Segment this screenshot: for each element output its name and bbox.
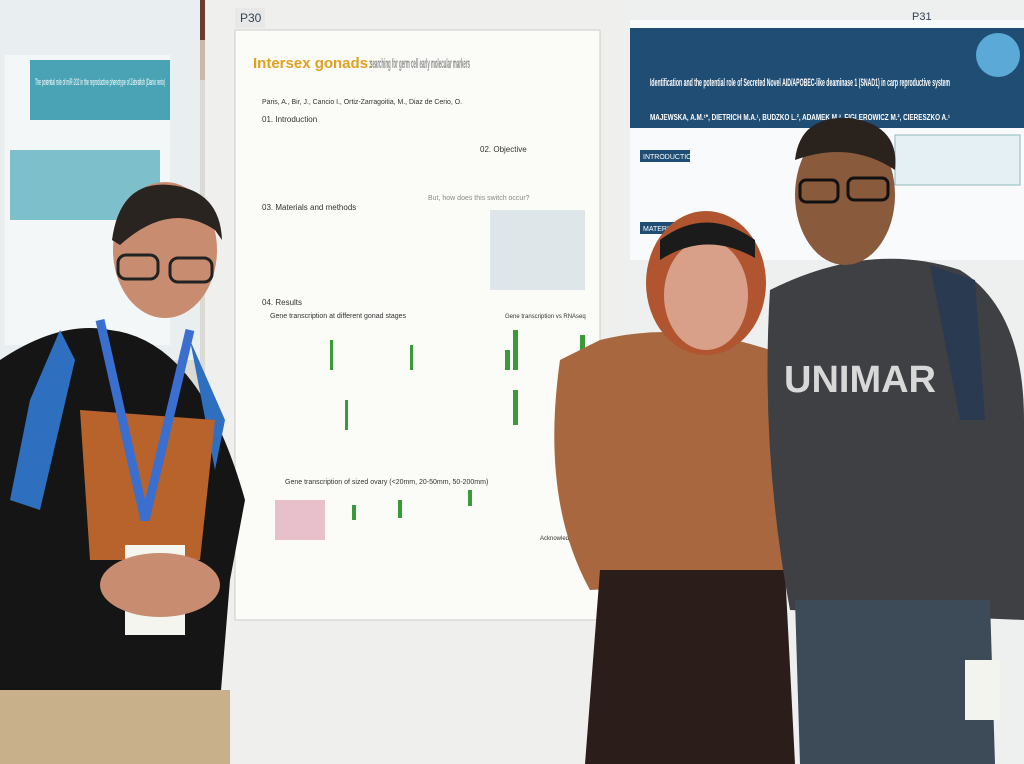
headband: [660, 222, 755, 260]
bar-figure: [513, 330, 518, 370]
backpack-strap: [10, 330, 75, 510]
poster-authors: MAJEWSKA, A.M.¹*, DIETRICH M.A.¹, BUDZKO…: [650, 113, 950, 122]
acknowledgements: Acknowledgements: [540, 536, 592, 542]
bar-figure: [330, 340, 333, 370]
bar-figure: [505, 350, 510, 370]
poster-title-highlight: Intersex gonads:: [253, 55, 373, 72]
right-poster-header: [630, 28, 1024, 128]
section-heading: 04. Results: [262, 298, 302, 307]
glasses: [846, 176, 890, 202]
shirt-text: UNIMAR: [784, 359, 936, 401]
person-hands: [100, 553, 220, 617]
person-hair: [795, 117, 896, 170]
glasses: [798, 178, 840, 204]
shirt-print: [80, 410, 215, 560]
bar-figure: [345, 400, 348, 430]
section-heading: 01. Introduction: [262, 115, 317, 124]
person-face: [664, 240, 748, 350]
person-trousers: [0, 690, 230, 764]
left-poster-title: The potential role of miR-202 in the rep…: [35, 77, 165, 87]
subheading: Gene transcription at different gonad st…: [270, 313, 407, 320]
person-blouse: [554, 332, 793, 590]
logo: [976, 33, 1020, 77]
poster-title: searching for germ cell early molecular …: [370, 55, 470, 71]
glasses: [116, 253, 160, 281]
bar-figure: [410, 345, 413, 370]
backpack-strap: [190, 340, 225, 470]
section-heading: MATERIALS: [643, 226, 682, 233]
poster-question: But, how does this switch occur?: [428, 195, 530, 202]
bar-figure: [352, 505, 356, 520]
person-face: [795, 125, 895, 265]
bar-figure: [398, 500, 402, 518]
person-shirt: [767, 258, 1024, 620]
cup: [965, 660, 1000, 720]
subheading: Gene transcription of sized ovary (<20mm…: [285, 479, 488, 486]
diagram-box: [894, 134, 1021, 186]
backpack-strap: [930, 265, 985, 420]
poster-authors: Paris, A., Bir, J., Cancio I., Ortiz-Zar…: [262, 99, 462, 106]
map-figure: [490, 210, 585, 290]
lanyard: [95, 319, 195, 522]
micrograph: [275, 500, 325, 540]
section-heading: INTRODUCTION: [643, 154, 697, 161]
person-jeans: [795, 600, 995, 764]
bar-figure: [513, 390, 518, 425]
section-box: [640, 150, 690, 162]
bar-figure: [468, 490, 472, 506]
glasses: [168, 256, 214, 284]
poster-number-box: [235, 8, 265, 28]
poster-number: P30: [240, 11, 262, 25]
subheading: Gene transcription vs RNAseq: [505, 314, 586, 320]
left-poster-header: [30, 60, 170, 120]
person-skirt: [585, 570, 795, 764]
person-hair: [112, 184, 222, 245]
poster-title: Identification and the potential role of…: [650, 77, 950, 89]
section-heading: 03. Materials and methods: [262, 203, 356, 212]
poster-number: P31: [912, 11, 932, 23]
section-heading: 02. Objective: [480, 145, 527, 154]
